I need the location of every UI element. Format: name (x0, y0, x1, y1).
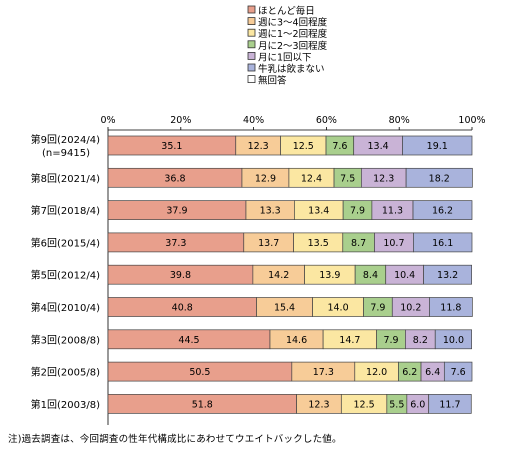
data-label: 39.8 (170, 270, 191, 281)
x-tick-label: 0% (100, 115, 115, 126)
footnote: 注)過去調査は、今回調査の性年代構成比にあわせてウエイトバックした値。 (8, 434, 342, 445)
data-label: 11.7 (439, 399, 460, 410)
category-label: 第7回(2018/4) (31, 204, 100, 217)
data-label: 40.8 (172, 303, 193, 314)
data-label: 12.4 (301, 173, 322, 184)
legend-swatch (247, 63, 256, 72)
legend-label: 週に3〜4回程度 (258, 17, 328, 29)
data-label: 15.4 (274, 303, 295, 314)
data-label: 8.4 (363, 270, 378, 281)
data-label: 10.2 (400, 303, 421, 314)
category-label: 第4回(2010/4) (31, 301, 100, 314)
data-label: 16.1 (432, 238, 453, 249)
bars: 35.1 12.3 12.5 7.6 13.4 19.1 36.8 12.9 12.4 7.5 12… (107, 135, 473, 414)
legend-label: 無回答 (258, 75, 287, 87)
category-sublabel: (n=9415) (42, 148, 90, 159)
data-label: 14.2 (268, 270, 289, 281)
data-label: 13.2 (437, 270, 458, 281)
data-label: 10.7 (383, 238, 404, 249)
category-labels: 第9回(2024/4) (n=9415) 第8回(2021/4) 第7回(2018/4… (31, 133, 100, 411)
legend-swatch (247, 5, 256, 14)
data-label: 12.5 (293, 141, 314, 152)
data-label: 12.9 (255, 173, 276, 184)
bar-segment (434, 329, 472, 350)
data-label: 14.0 (327, 303, 348, 314)
data-label: 12.3 (373, 173, 394, 184)
x-tick-label: 60% (316, 115, 337, 126)
data-label: 13.5 (308, 238, 329, 249)
legend-swatch (247, 40, 256, 49)
x-tick-label: 20% (170, 115, 191, 126)
bar-segment (405, 167, 473, 188)
data-label: 7.6 (451, 367, 466, 378)
data-label: 51.8 (192, 399, 213, 410)
data-label: 8.2 (413, 335, 428, 346)
x-tick-label: 40% (243, 115, 264, 126)
data-label: 7.9 (370, 303, 385, 314)
x-tick-label: 80% (389, 115, 410, 126)
bar-segment (402, 135, 473, 156)
legend-label: ほとんど毎日 (258, 5, 315, 17)
data-label: 13.9 (319, 270, 340, 281)
data-label: 7.9 (350, 206, 365, 217)
bar-segment (429, 297, 473, 317)
category-label: 第9回(2024/4) (31, 133, 100, 146)
data-label: 19.1 (427, 141, 448, 152)
data-label: 5.5 (389, 399, 404, 410)
legend-label: 牛乳は飲まない (258, 63, 325, 75)
data-label: 10.0 (443, 335, 464, 346)
bar-segment (423, 264, 472, 285)
data-label: 12.3 (248, 141, 269, 152)
data-label: 13.4 (308, 206, 329, 217)
data-label: 6.0 (410, 399, 425, 410)
bar-segment (412, 200, 473, 220)
data-label: 18.2 (429, 173, 450, 184)
category-label: 第3回(2008/8) (31, 333, 100, 346)
data-label: 13.3 (260, 206, 281, 217)
bar-segment (443, 361, 473, 382)
legend-swatch (247, 17, 256, 26)
legend-swatch (247, 52, 256, 60)
bar-segment (428, 394, 472, 414)
data-label: 6.2 (402, 367, 417, 378)
data-label: 6.4 (425, 367, 440, 378)
data-label: 13.7 (258, 238, 279, 249)
data-label: 37.9 (166, 206, 187, 217)
data-label: 11.3 (382, 206, 403, 217)
category-label: 第1回(2003/8) (31, 398, 100, 411)
data-label: 36.8 (164, 173, 185, 184)
data-label: 14.6 (286, 335, 307, 346)
legend-label: 月に1回以下 (258, 52, 312, 63)
category-label: 第5回(2012/4) (31, 269, 100, 282)
category-label: 第6回(2015/4) (31, 236, 100, 249)
data-label: 50.5 (189, 367, 210, 378)
legend-swatch (247, 28, 256, 37)
category-label: 第8回(2021/4) (31, 172, 100, 185)
legend-label: 週に1〜2回程度 (258, 28, 328, 40)
bar-segment (413, 232, 473, 253)
data-label: 12.5 (353, 399, 374, 410)
data-label: 7.9 (383, 335, 398, 346)
legend-label: 月に2〜3回程度 (258, 40, 328, 52)
data-label: 8.7 (351, 238, 366, 249)
data-label: 16.2 (432, 206, 453, 217)
data-label: 37.3 (165, 238, 186, 249)
data-label: 12.3 (308, 399, 329, 410)
data-label: 7.5 (340, 173, 355, 184)
data-label: 17.3 (313, 367, 334, 378)
data-label: 11.8 (440, 303, 461, 314)
data-label: 12.0 (366, 367, 387, 378)
legend-swatch (247, 75, 256, 83)
data-label: 13.4 (368, 141, 389, 152)
data-label: 44.5 (178, 335, 199, 346)
data-label: 10.4 (394, 270, 415, 281)
x-tick-label: 100% (458, 115, 485, 126)
data-label: 35.1 (161, 141, 182, 152)
category-label: 第2回(2005/8) (31, 366, 100, 379)
data-label: 7.6 (332, 141, 347, 152)
legend: ほとんど毎日週に3〜4回程度週に1〜2回程度月に2〜3回程度月に1回以下牛乳は飲… (247, 5, 328, 87)
data-label: 14.7 (339, 335, 360, 346)
